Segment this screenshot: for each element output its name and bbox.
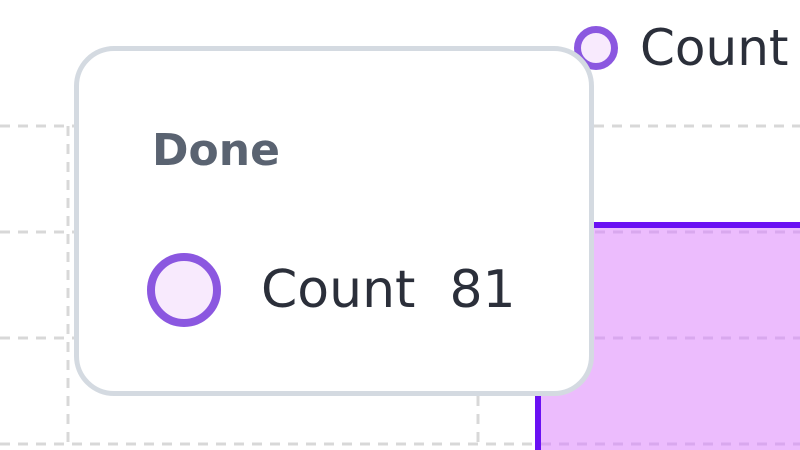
tooltip: Done Count 81 (74, 46, 594, 396)
tooltip-row: Count 81 (147, 253, 516, 327)
legend[interactable]: Count (574, 18, 789, 78)
tooltip-series-label: Count (261, 260, 416, 320)
tooltip-value: 81 (449, 260, 516, 320)
tooltip-title: Done (152, 125, 280, 176)
legend-label: Count (640, 19, 789, 77)
series-marker-icon (147, 253, 221, 327)
